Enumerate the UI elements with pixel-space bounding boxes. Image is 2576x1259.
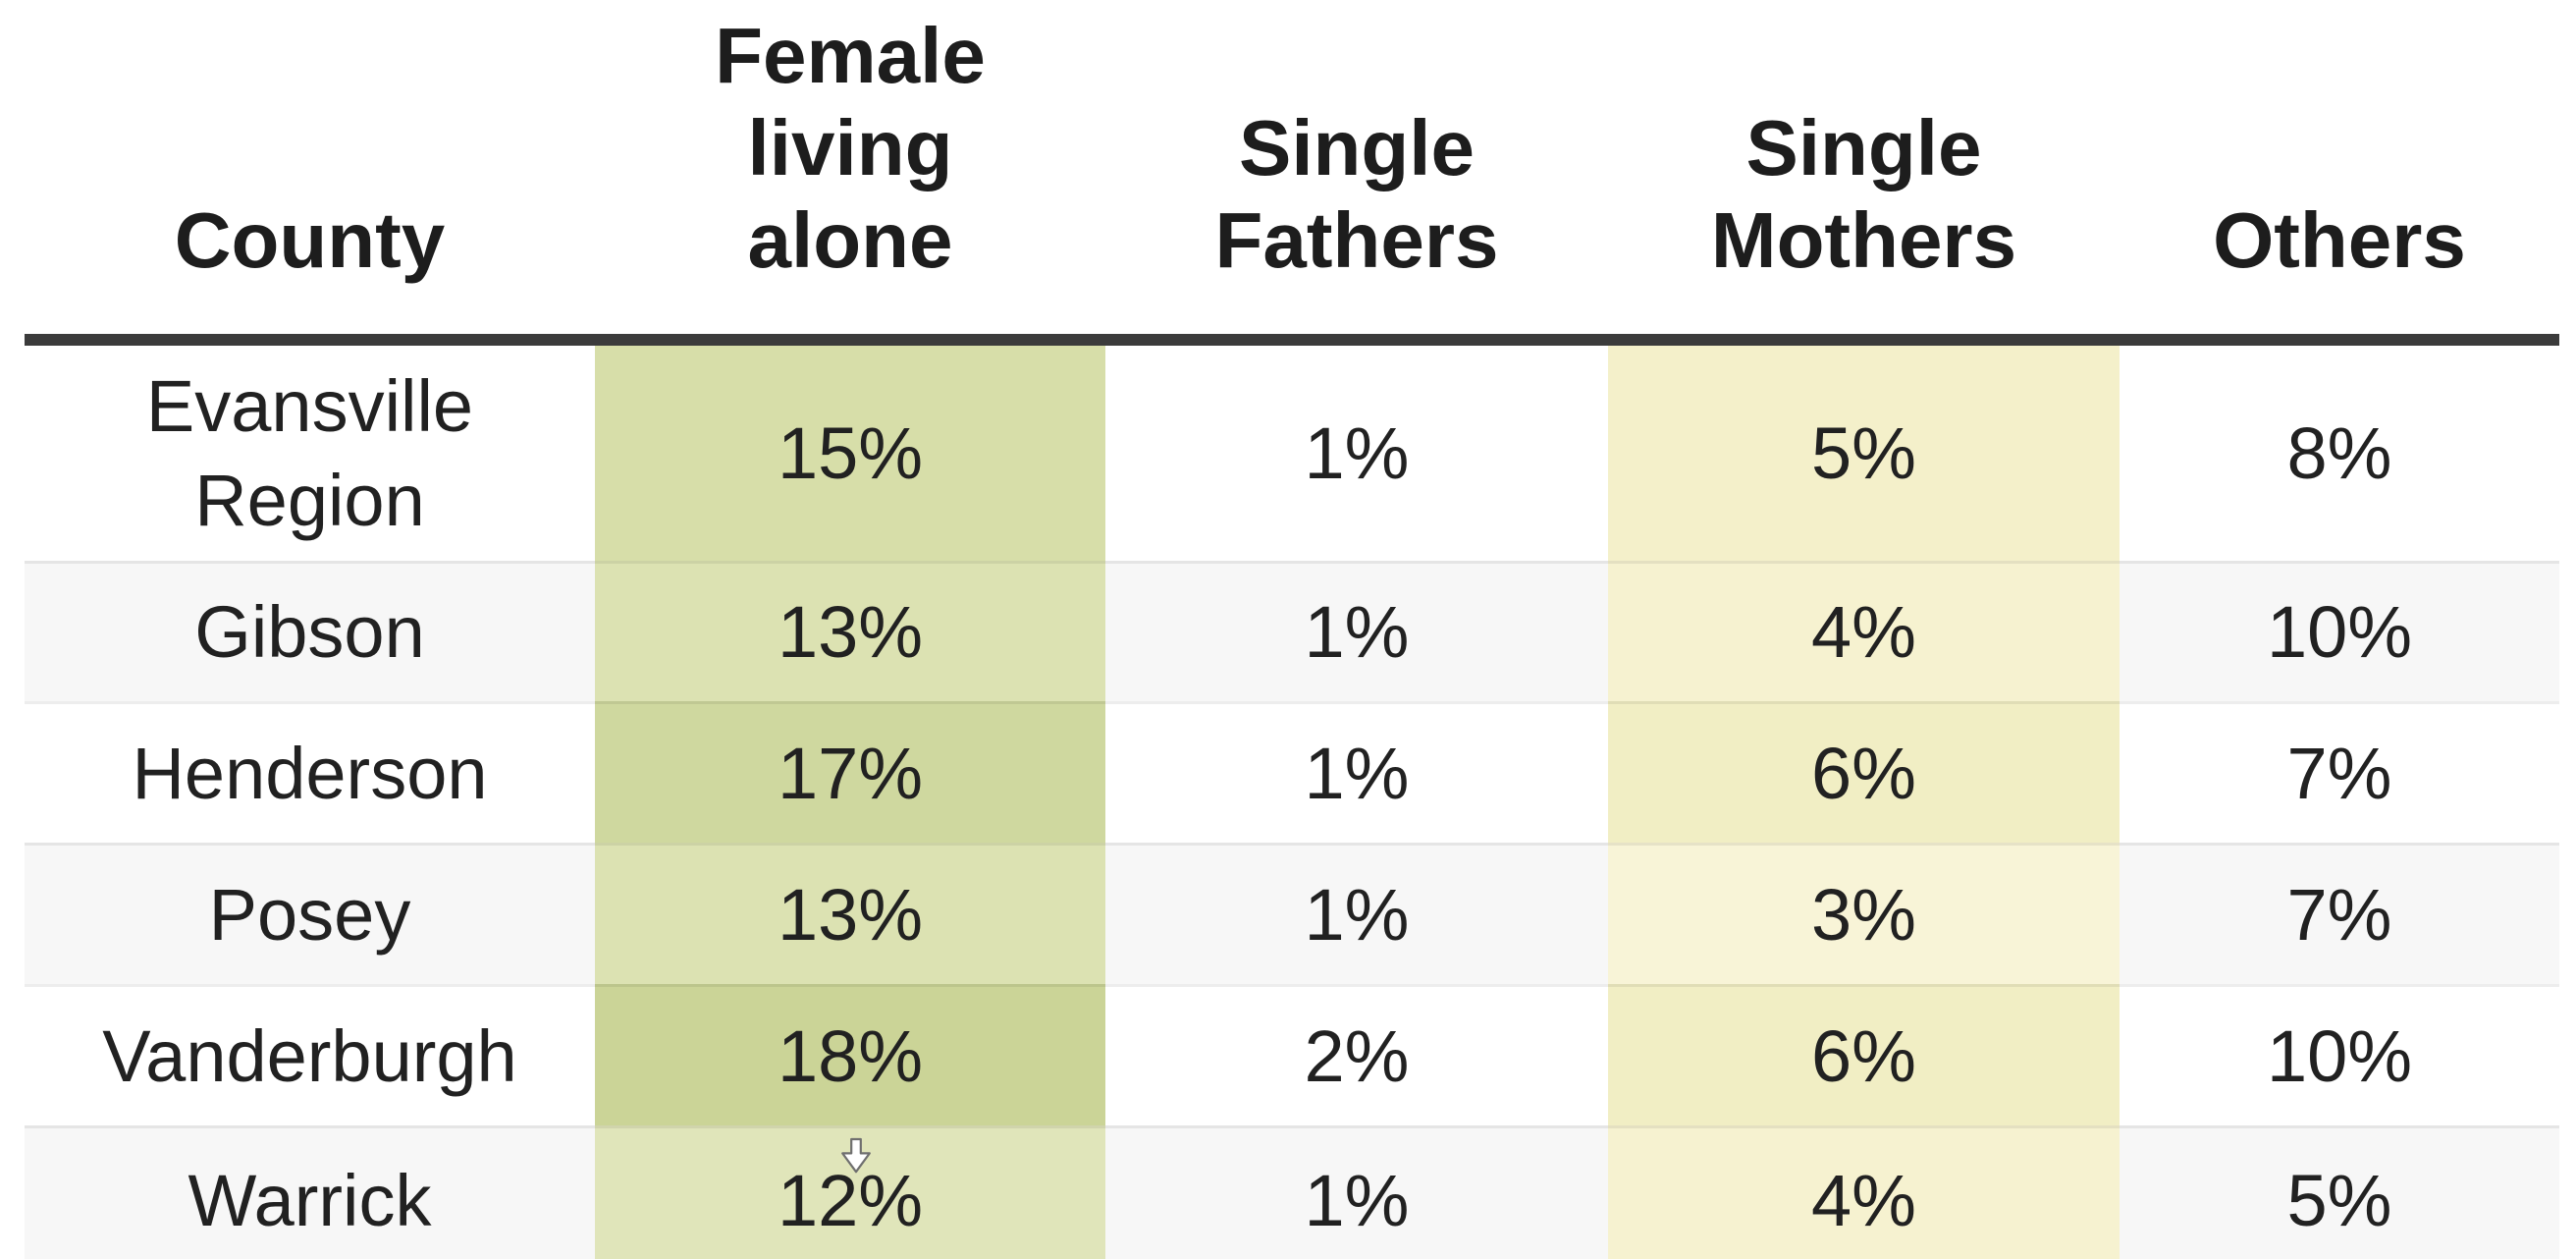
table-row-warrick: Warrick 12% 1% 4% 5% bbox=[25, 1125, 2559, 1259]
cell-female-living-alone: 18% bbox=[595, 984, 1105, 1125]
cell-single-fathers: 1% bbox=[1105, 346, 1608, 561]
value: 1% bbox=[1304, 873, 1410, 956]
table-row-evansville-region: Evansville Region 15% 1% 5% 8% bbox=[25, 346, 2559, 561]
table-row-henderson: Henderson 17% 1% 6% 7% bbox=[25, 701, 2559, 843]
value: 6% bbox=[1811, 732, 1916, 814]
cell-female-living-alone: 13% bbox=[595, 561, 1105, 701]
cell-single-fathers: 1% bbox=[1105, 1125, 1608, 1259]
value: 7% bbox=[2286, 732, 2392, 814]
cell-others: 5% bbox=[2120, 1125, 2559, 1259]
value: 2% bbox=[1304, 1014, 1410, 1097]
value: 3% bbox=[1811, 873, 1916, 956]
cell-others: 7% bbox=[2120, 843, 2559, 984]
value: 4% bbox=[1811, 1159, 1916, 1241]
table-row-gibson: Gibson 13% 1% 4% 10% bbox=[25, 561, 2559, 701]
value: 15% bbox=[777, 411, 924, 494]
county-name: Vanderburgh bbox=[102, 1014, 517, 1097]
cell-county: Posey bbox=[25, 843, 595, 984]
value: 7% bbox=[2286, 873, 2392, 956]
cell-county: Evansville Region bbox=[25, 346, 595, 561]
value: 1% bbox=[1304, 591, 1410, 673]
value: 1% bbox=[1304, 411, 1410, 494]
cell-female-living-alone: 12% bbox=[595, 1125, 1105, 1259]
cell-single-mothers: 3% bbox=[1608, 843, 2120, 984]
cell-female-living-alone: 15% bbox=[595, 346, 1105, 561]
county-name: Posey bbox=[208, 873, 411, 956]
value: 8% bbox=[2286, 411, 2392, 494]
county-name: Gibson bbox=[194, 591, 425, 673]
value: 10% bbox=[2266, 591, 2413, 673]
header-single-mothers-label: Single Mothers bbox=[1710, 104, 2017, 284]
cell-single-fathers: 1% bbox=[1105, 701, 1608, 843]
header-female-living-alone: Female living alone bbox=[595, 0, 1105, 346]
cell-others: 8% bbox=[2120, 346, 2559, 561]
cell-others: 10% bbox=[2120, 561, 2559, 701]
cell-county: Vanderburgh bbox=[25, 984, 595, 1125]
value: 13% bbox=[777, 873, 924, 956]
table-row-posey: Posey 13% 1% 3% 7% bbox=[25, 843, 2559, 984]
county-name: Evansville Region bbox=[145, 364, 474, 541]
cell-single-fathers: 1% bbox=[1105, 561, 1608, 701]
cell-county: Gibson bbox=[25, 561, 595, 701]
value: 10% bbox=[2266, 1014, 2413, 1097]
header-county: County bbox=[25, 0, 595, 346]
cell-county: Henderson bbox=[25, 701, 595, 843]
value: 12% bbox=[777, 1159, 924, 1241]
cell-single-mothers: 4% bbox=[1608, 1125, 2120, 1259]
header-single-fathers: Single Fathers bbox=[1105, 0, 1608, 346]
table-row-vanderburgh: Vanderburgh 18% 2% 6% 10% bbox=[25, 984, 2559, 1125]
cell-single-mothers: 6% bbox=[1608, 984, 2120, 1125]
header-others-label: Others bbox=[2213, 196, 2466, 284]
cell-county: Warrick bbox=[25, 1125, 595, 1259]
header-county-label: County bbox=[174, 196, 446, 284]
cell-female-living-alone: 17% bbox=[595, 701, 1105, 843]
header-single-mothers: Single Mothers bbox=[1608, 0, 2120, 346]
value: 5% bbox=[2286, 1159, 2392, 1241]
value: 1% bbox=[1304, 1159, 1410, 1241]
value: 13% bbox=[777, 591, 924, 673]
value: 18% bbox=[777, 1014, 924, 1097]
county-name: Warrick bbox=[188, 1159, 432, 1241]
cell-others: 10% bbox=[2120, 984, 2559, 1125]
cell-single-fathers: 1% bbox=[1105, 843, 1608, 984]
value: 6% bbox=[1811, 1014, 1916, 1097]
cell-single-mothers: 4% bbox=[1608, 561, 2120, 701]
header-female-living-alone-label: Female living alone bbox=[715, 12, 986, 284]
cell-single-fathers: 2% bbox=[1105, 984, 1608, 1125]
value: 4% bbox=[1811, 591, 1916, 673]
header-others: Others bbox=[2120, 0, 2559, 346]
header-single-fathers-label: Single Fathers bbox=[1214, 104, 1499, 284]
cell-female-living-alone: 13% bbox=[595, 843, 1105, 984]
cell-single-mothers: 5% bbox=[1608, 346, 2120, 561]
county-name: Henderson bbox=[132, 732, 488, 814]
county-demographics-table: County Female living alone Single Father… bbox=[25, 0, 2559, 1259]
value: 1% bbox=[1304, 732, 1410, 814]
value: 17% bbox=[777, 732, 924, 814]
cell-single-mothers: 6% bbox=[1608, 701, 2120, 843]
value: 5% bbox=[1811, 411, 1916, 494]
cell-others: 7% bbox=[2120, 701, 2559, 843]
header-row: County Female living alone Single Father… bbox=[25, 0, 2559, 346]
